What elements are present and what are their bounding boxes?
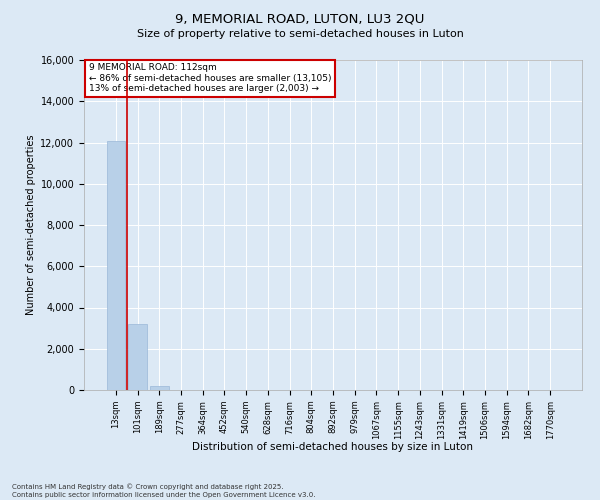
Bar (128, 324, 147, 390)
Bar (107, 142, 125, 390)
Bar (150, 386, 169, 390)
Y-axis label: Number of semi-detached properties: Number of semi-detached properties (26, 134, 36, 316)
Text: 9, MEMORIAL ROAD, LUTON, LU3 2QU: 9, MEMORIAL ROAD, LUTON, LU3 2QU (175, 12, 425, 26)
Text: 9 MEMORIAL ROAD: 112sqm
← 86% of semi-detached houses are smaller (13,105)
13% o: 9 MEMORIAL ROAD: 112sqm ← 86% of semi-de… (89, 64, 331, 93)
Text: Contains HM Land Registry data © Crown copyright and database right 2025.
Contai: Contains HM Land Registry data © Crown c… (12, 484, 316, 498)
Text: Size of property relative to semi-detached houses in Luton: Size of property relative to semi-detach… (137, 29, 463, 39)
X-axis label: Distribution of semi-detached houses by size in Luton: Distribution of semi-detached houses by … (193, 442, 473, 452)
